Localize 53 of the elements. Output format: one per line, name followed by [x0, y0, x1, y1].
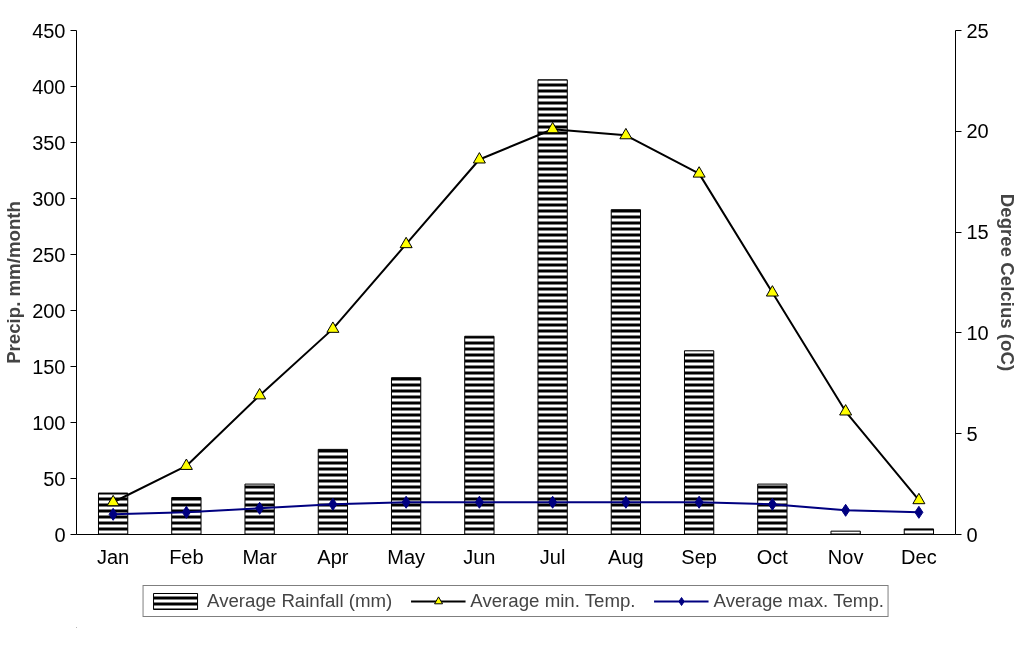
point: [692, 166, 706, 178]
y2-tick-label: 20: [966, 120, 989, 143]
point: [328, 497, 338, 511]
y-tick-label: 300: [32, 187, 66, 210]
legend-label: Average min. Temp.: [470, 590, 636, 612]
point: [621, 495, 631, 509]
x-tick-label: Oct: [756, 545, 789, 568]
point: [472, 152, 486, 164]
point: [914, 505, 924, 519]
point: [179, 458, 193, 470]
point: [399, 236, 413, 249]
x-tick-label: Apr: [317, 545, 349, 568]
y2-tick-label: 15: [966, 221, 989, 244]
point: [839, 404, 853, 416]
y2-axis-title: Degree Celcius (oC): [996, 193, 1018, 372]
x-tick-label: Sep: [681, 545, 717, 568]
x-tick-label: Jan: [97, 545, 130, 568]
y-tick-label: 200: [32, 299, 66, 322]
point: [401, 495, 411, 509]
y2-tick-label: 5: [966, 422, 978, 445]
y-tick-label: 250: [32, 243, 66, 266]
x-tick-label: May: [387, 545, 426, 568]
x-tick-label: Nov: [827, 545, 864, 568]
point: [619, 127, 633, 140]
y-tick-label: 350: [32, 131, 66, 154]
y-tick-label: 150: [32, 355, 66, 378]
y2-tick-label: 10: [966, 321, 989, 344]
x-tick-label: Jun: [463, 545, 496, 568]
y-tick-label: 450: [32, 19, 66, 42]
x-tick-label: Feb: [169, 545, 204, 568]
legend-label: Average max. Temp.: [713, 590, 884, 612]
x-tick-label: Aug: [608, 545, 644, 568]
point: [765, 285, 779, 297]
point: [106, 494, 120, 507]
x-tick-label: Jul: [539, 545, 566, 568]
y-tick-label: 50: [43, 467, 66, 490]
y-tick-label: 400: [32, 75, 66, 98]
legend-label: Average Rainfall (mm): [207, 590, 393, 612]
point: [326, 321, 340, 333]
point: [694, 495, 704, 509]
y2-tick-label: 25: [966, 19, 989, 42]
point: [546, 121, 560, 134]
point: [912, 492, 926, 505]
y-axis-title: Precip. mm/month: [3, 201, 25, 364]
point: [474, 495, 484, 509]
y-tick-label: 0: [54, 523, 66, 546]
point: [253, 387, 267, 400]
y-tick-label: 100: [32, 411, 66, 434]
point: [548, 495, 558, 509]
point: [841, 503, 851, 517]
y2-tick-label: 0: [966, 523, 978, 546]
x-tick-label: Dec: [901, 545, 937, 568]
x-tick-label: Mar: [242, 545, 278, 568]
